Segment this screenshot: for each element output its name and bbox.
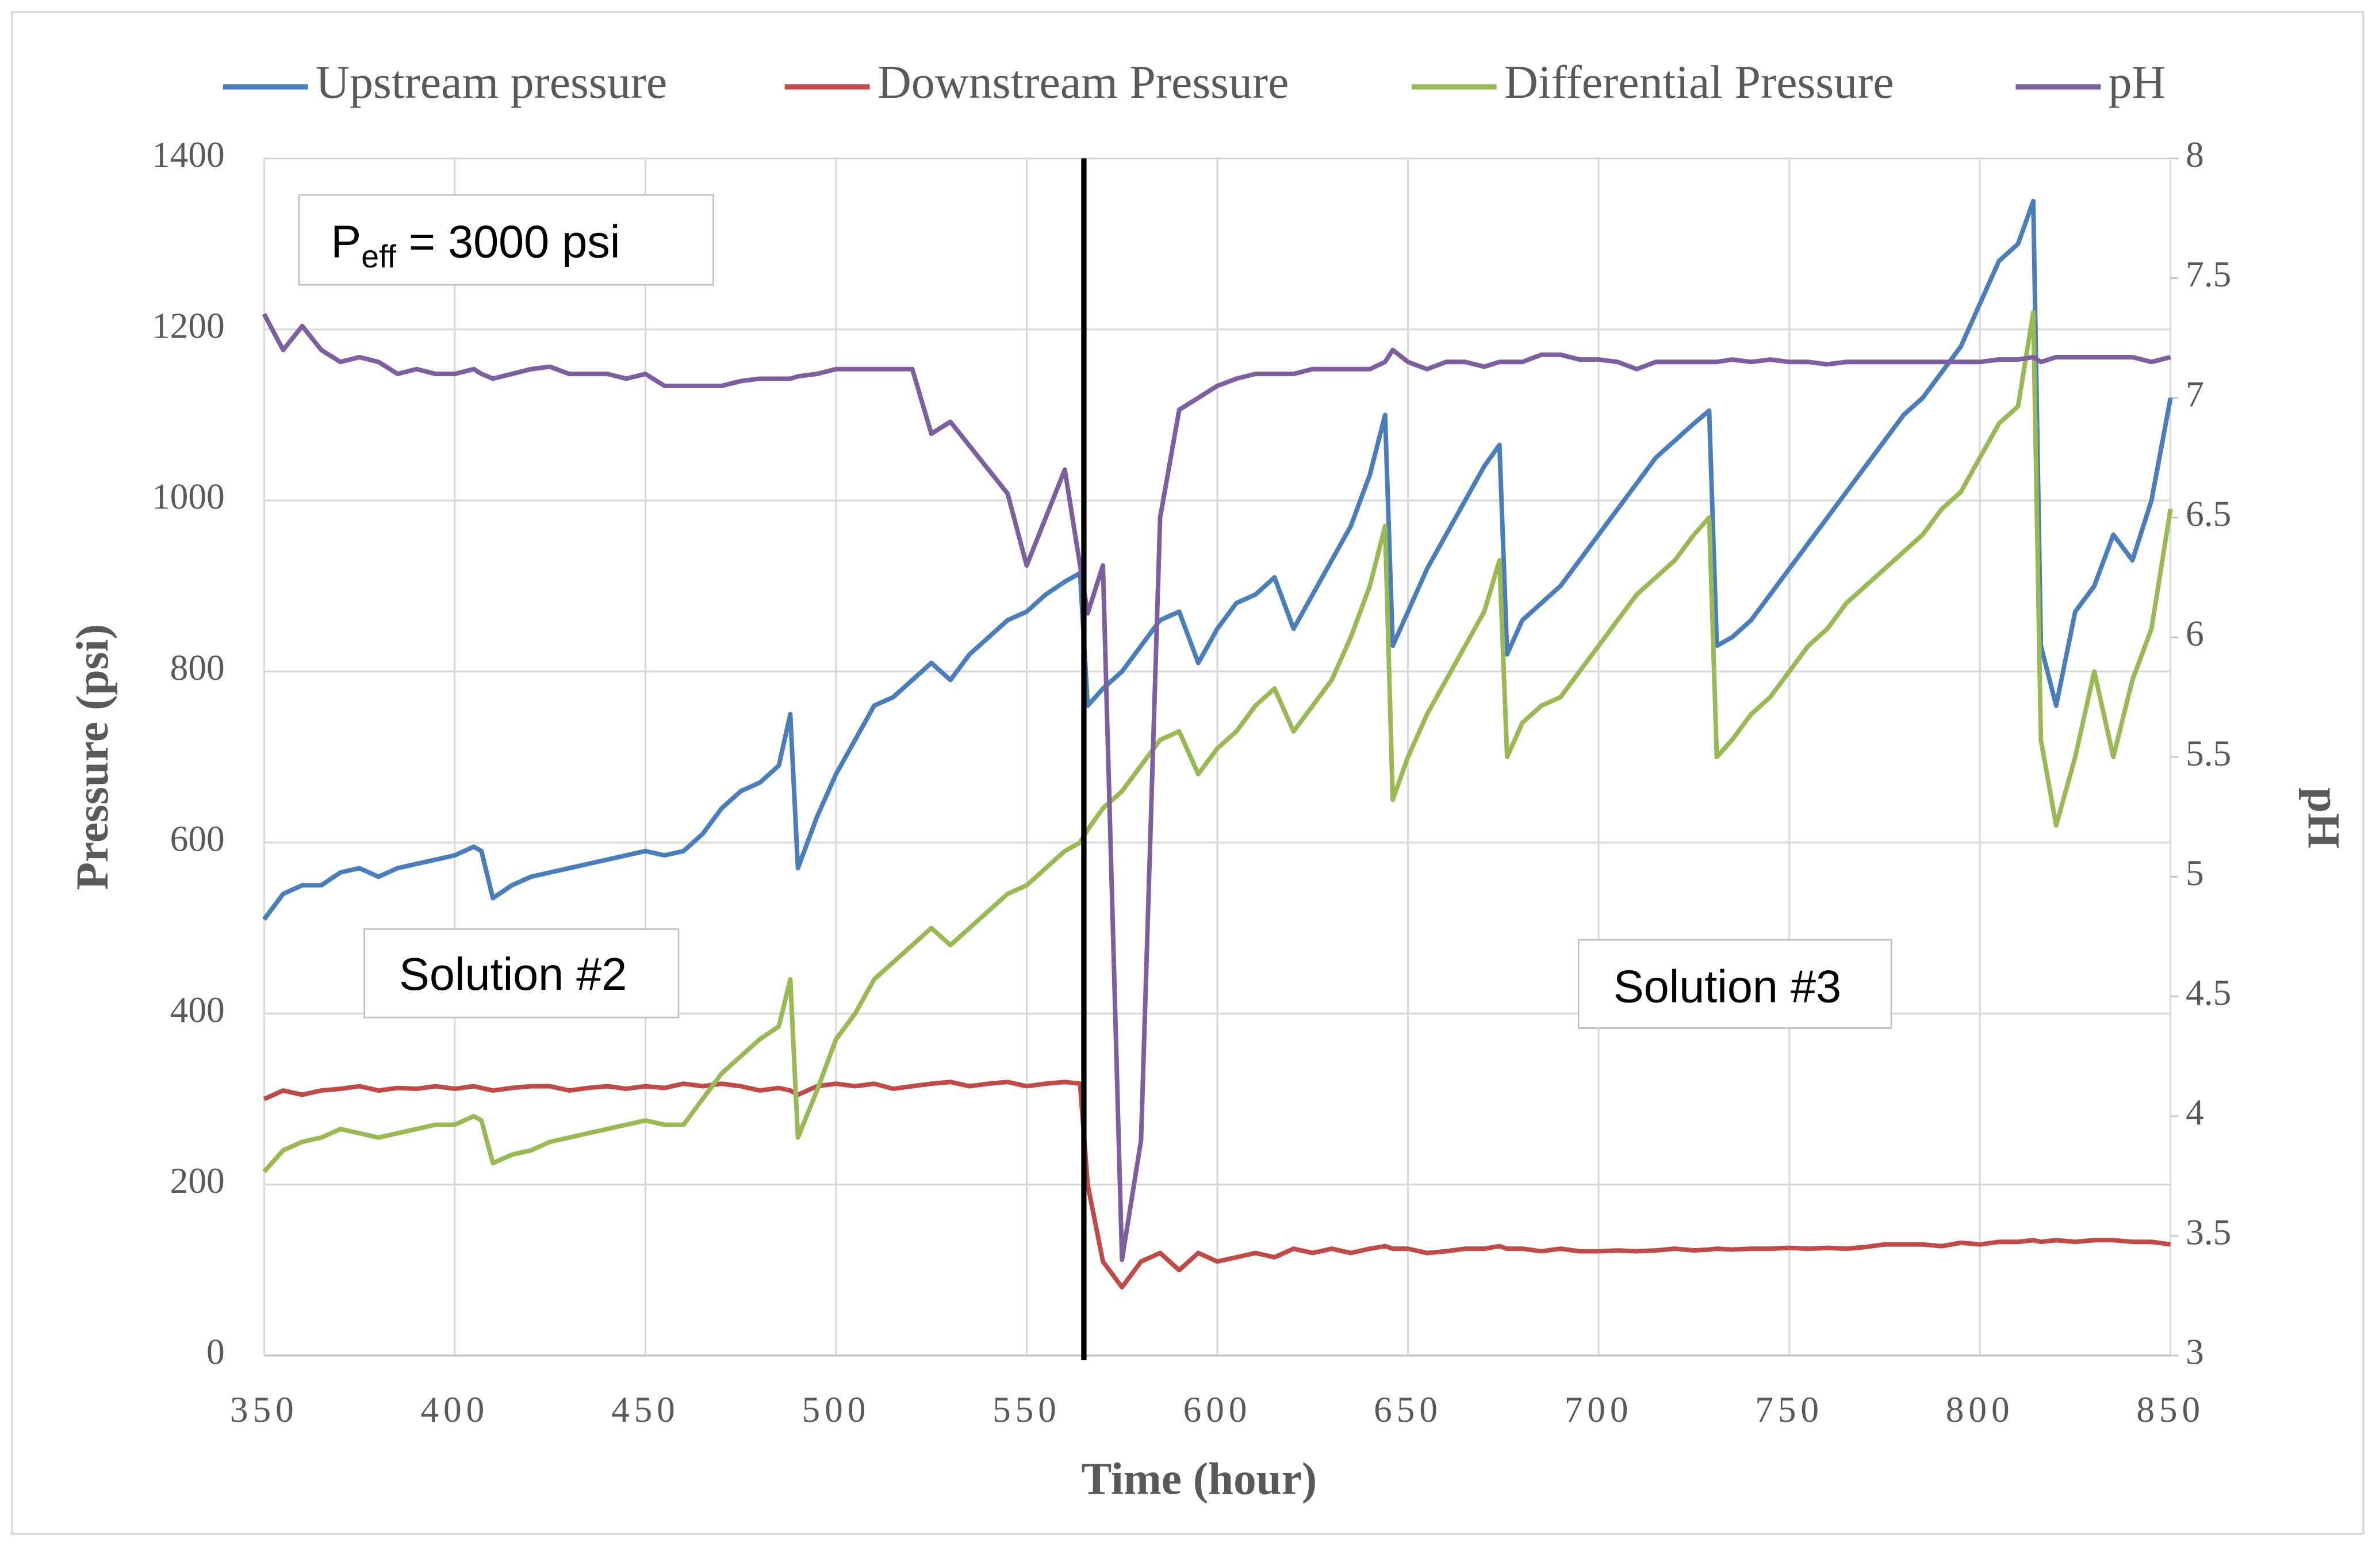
annotation-box [298, 194, 714, 286]
y-tick-label: 1000 [152, 476, 225, 517]
y2-tick-label: 5.5 [2186, 733, 2231, 774]
y2-tick-label: 6 [2186, 613, 2204, 654]
x-tick-label: 400 [420, 1389, 489, 1430]
y-tick-label: 200 [170, 1160, 225, 1201]
series-line [263, 1080, 2171, 1290]
legend-label: Downstream Pressure [877, 56, 1289, 108]
y2-axis-label: pH [2298, 787, 2349, 848]
annotation-base: P [331, 216, 361, 267]
annotation-box [363, 928, 680, 1019]
y-tick-label: 0 [206, 1331, 225, 1372]
legend-label: Upstream pressure [316, 56, 667, 108]
series-line [262, 310, 2173, 1173]
y2-tick-label: 4.5 [2186, 972, 2231, 1013]
annotation-solution3: Solution #3 [1614, 960, 1841, 1012]
annotation-box [1577, 939, 1892, 1029]
annotation-sub: eff [361, 239, 396, 274]
y-tick-label: 600 [170, 818, 225, 859]
annotation-solution2: Solution #2 [399, 948, 627, 1000]
annotation-text: = 3000 psi [396, 216, 620, 267]
y2-tick-label: 5 [2186, 852, 2204, 893]
y2-tick-label: 4 [2186, 1092, 2204, 1132]
annotation-peff: Peff = 3000 psi [331, 216, 620, 274]
y-tick-label: 800 [170, 647, 225, 688]
y2-tick-label: 7.5 [2186, 254, 2231, 294]
legend-label: pH [2108, 56, 2166, 108]
x-tick-label: 700 [1565, 1389, 1633, 1430]
x-tick-label: 550 [992, 1389, 1061, 1430]
y-tick-label: 400 [170, 989, 225, 1030]
legend-label: Differential Pressure [1504, 56, 1894, 108]
series-line [262, 198, 2173, 921]
y2-tick-label: 3.5 [2186, 1211, 2231, 1252]
x-axis-label: Time (hour) [1081, 1454, 1317, 1505]
y-axis-label: Pressure (psi) [67, 624, 118, 890]
y2-tick-label: 7 [2186, 373, 2204, 414]
y-tick-label: 1400 [152, 134, 225, 175]
y2-tick-label: 6.5 [2186, 493, 2231, 534]
y2-tick-label: 3 [2186, 1331, 2204, 1372]
plot-lines [262, 158, 2173, 1360]
x-tick-label: 750 [1755, 1389, 1823, 1430]
x-tick-label: 600 [1183, 1389, 1252, 1430]
x-tick-label: 450 [611, 1389, 680, 1430]
x-tick-label: 850 [2136, 1389, 2205, 1430]
x-tick-label: 800 [1946, 1389, 2014, 1430]
legend: Upstream pressure Downstream Pressure Diff… [223, 56, 2166, 108]
y2-tick-label: 8 [2186, 134, 2204, 175]
x-tick-label: 650 [1374, 1389, 1442, 1430]
x-tick-label: 350 [230, 1389, 298, 1430]
series-line [262, 313, 2171, 1262]
y-tick-label: 1200 [152, 305, 225, 346]
x-tick-label: 500 [802, 1389, 871, 1430]
